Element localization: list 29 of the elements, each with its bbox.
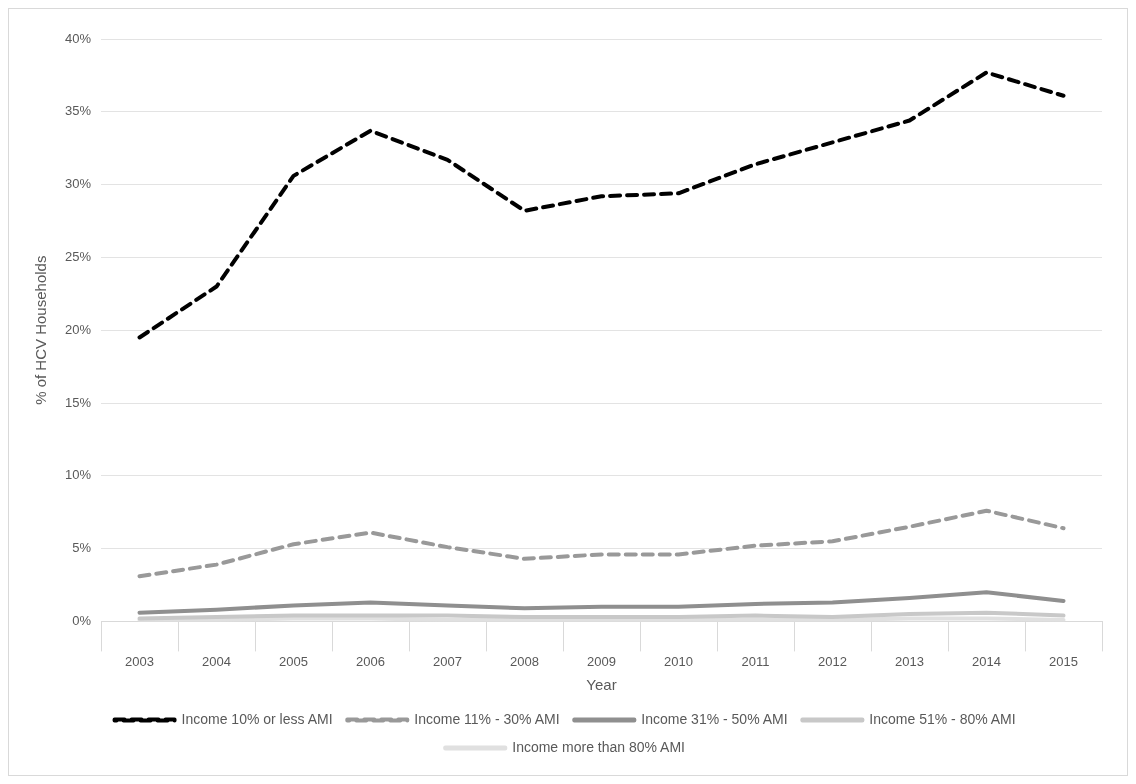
legend-label: Income more than 80% AMI	[512, 738, 685, 755]
x-tick-label: 2004	[202, 653, 231, 669]
legend-label: Income 11% - 30% AMI	[414, 710, 560, 727]
y-tick-label: 25%	[64, 248, 92, 264]
y-tick-label: 5%	[72, 540, 92, 556]
x-axis-title: Year	[586, 676, 617, 694]
x-tick-label: 2015	[1049, 653, 1078, 669]
legend-label: Income 10% or less AMI	[181, 710, 333, 727]
legend-label: Income 31% - 50% AMI	[641, 710, 788, 727]
y-tick-label: 20%	[64, 321, 92, 337]
x-tick-label: 2012	[818, 653, 847, 669]
y-axis-title: % of HCV Households	[32, 255, 50, 405]
legend-label: Income 51% - 80% AMI	[869, 710, 1016, 727]
x-tick-label: 2011	[741, 653, 770, 669]
x-tick-label: 2005	[279, 653, 308, 669]
x-tick-label: 2010	[664, 653, 693, 669]
x-tick-label: 2007	[433, 653, 462, 669]
y-tick-label: 35%	[64, 103, 92, 119]
x-tick-label: 2013	[895, 653, 924, 669]
x-tick-label: 2006	[356, 653, 385, 669]
y-tick-label: 0%	[72, 612, 92, 628]
y-tick-label: 15%	[64, 394, 92, 410]
x-tick-label: 2014	[972, 653, 1001, 669]
x-tick-label: 2003	[125, 653, 154, 669]
y-tick-label: 40%	[64, 30, 92, 46]
y-tick-label: 30%	[64, 176, 92, 192]
x-tick-label: 2009	[587, 653, 616, 669]
x-tick-label: 2008	[510, 653, 539, 669]
y-tick-label: 10%	[64, 467, 92, 483]
